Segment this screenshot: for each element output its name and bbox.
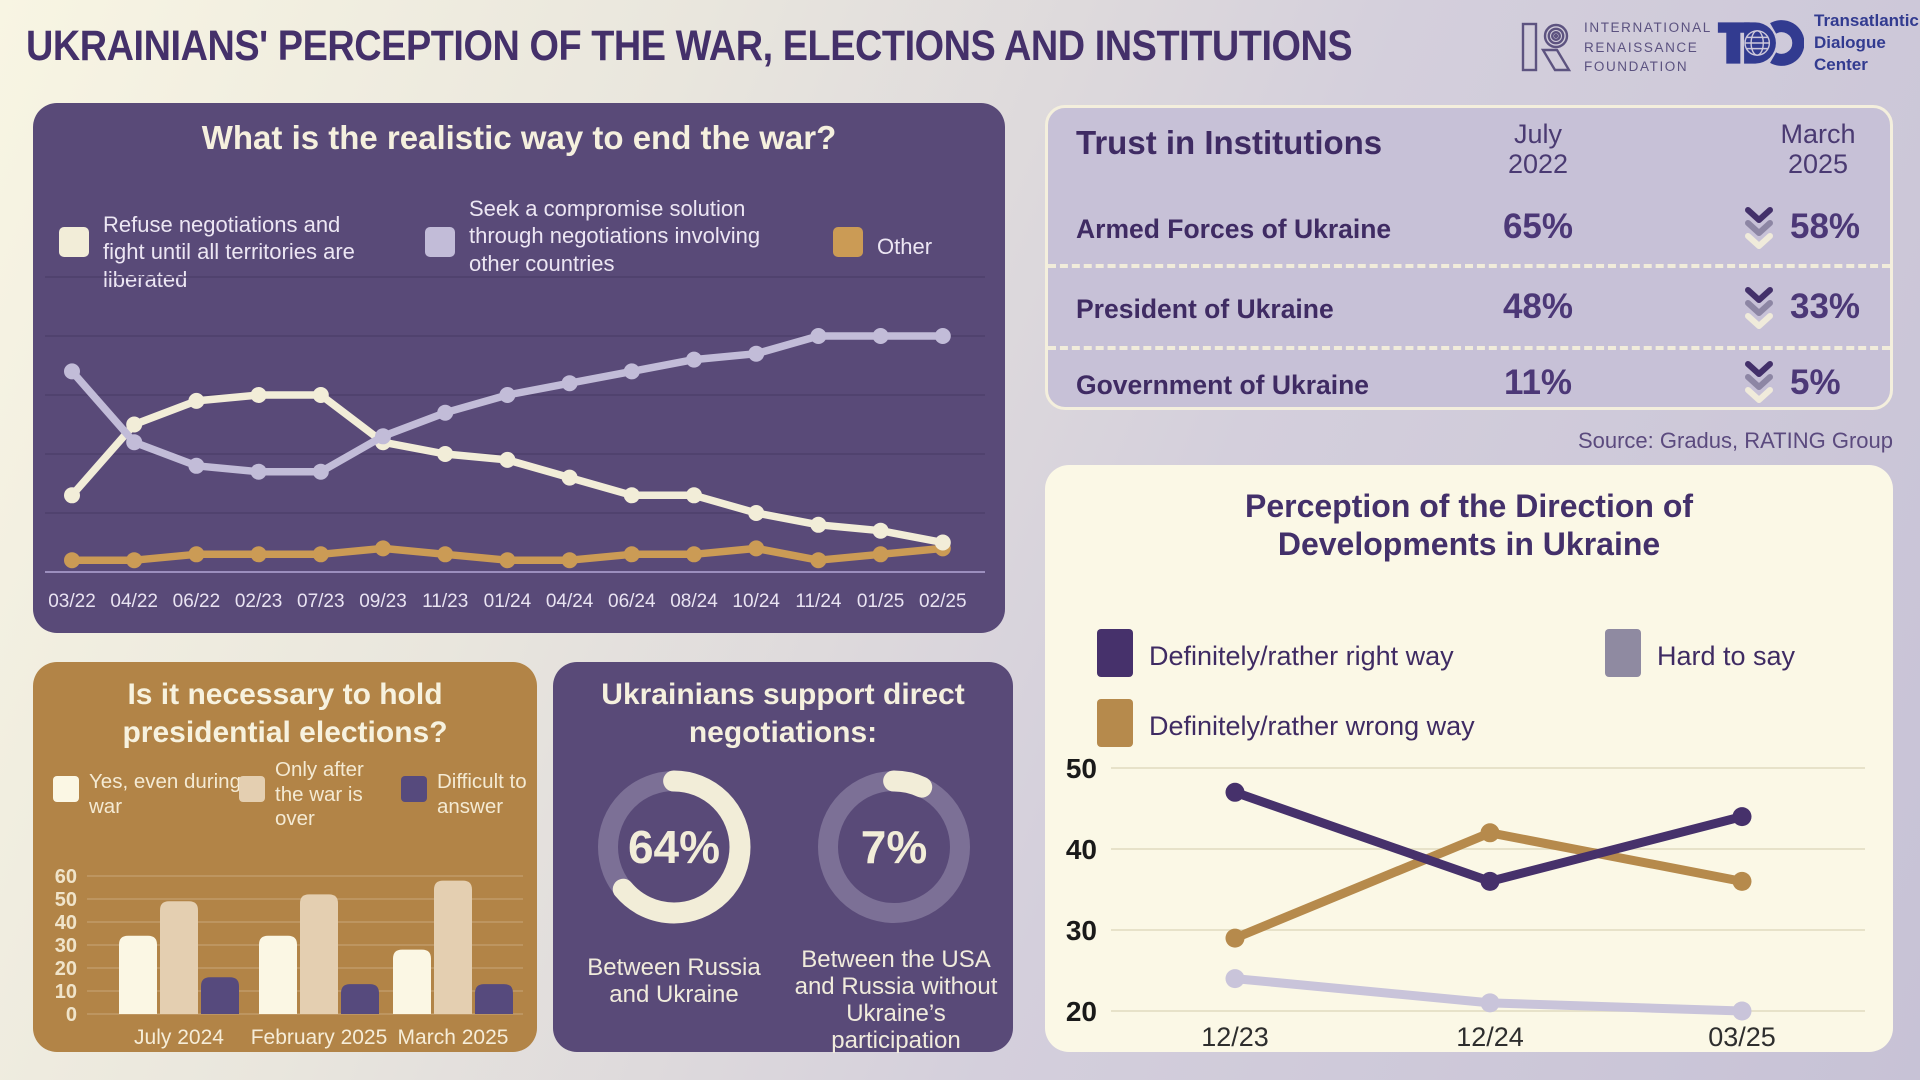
svg-text:12/24: 12/24 (1456, 1022, 1524, 1050)
trust-col-header-july: July 2022 (1507, 119, 1569, 179)
legend-swatch-yes (53, 776, 79, 802)
donut-caption: Between Russia and Ukraine (587, 954, 761, 1009)
legend-label-hard-to-say: Hard to say (1657, 641, 1796, 671)
svg-text:20: 20 (1066, 996, 1097, 1027)
trust-value-july: 11% (1503, 363, 1573, 402)
trend-down-icon (1745, 361, 1773, 403)
irf-logo-text: INTERNATIONAL RENAISSANCE FOUNDATION (1584, 20, 1712, 75)
svg-text:07/23: 07/23 (297, 591, 345, 612)
svg-text:July 2024: July 2024 (134, 1026, 224, 1049)
legend-swatch-other (833, 227, 863, 257)
svg-text:10: 10 (55, 981, 77, 1003)
svg-text:10/24: 10/24 (732, 591, 780, 612)
svg-text:20: 20 (55, 958, 77, 980)
trend-down-icon (1745, 207, 1773, 249)
svg-text:08/24: 08/24 (670, 591, 718, 612)
tdc-logo: Transatlantic Dialogue Center (1716, 10, 1919, 76)
svg-text:02/25: 02/25 (919, 591, 967, 612)
dashed-divider (1048, 264, 1890, 268)
donut-caption: Between the USA and Russia without Ukrai… (794, 946, 998, 1055)
legend-swatch-after-war (239, 776, 265, 802)
legend-label-refuse: Refuse negotiations and fight until all … (103, 212, 355, 292)
direction-chart-card: Perception of the Direction of Developme… (1045, 465, 1893, 1052)
trust-panel: Trust in Institutions July 2022 March 20… (1045, 105, 1893, 410)
donut-value: 64% (627, 821, 721, 873)
svg-text:11/23: 11/23 (422, 591, 468, 612)
irf-logo: INTERNATIONAL RENAISSANCE FOUNDATION (1518, 18, 1712, 77)
svg-text:February 2025: February 2025 (251, 1026, 388, 1049)
direction-chart-title: Perception of the Direction of Developme… (1244, 488, 1694, 563)
page-title: UKRAINIANS' PERCEPTION OF THE WAR, ELECT… (26, 22, 1353, 70)
legend-label-compromise: Seek a compromise solution through negot… (469, 196, 761, 276)
legend-label-difficult: Difficult to answer (437, 770, 527, 818)
svg-text:12/23: 12/23 (1201, 1022, 1269, 1050)
donut-ring-icon (597, 770, 751, 924)
donut-chart-usa-russia: 7% (799, 752, 989, 942)
negotiations-title: Ukrainians support direct negotiations: (601, 678, 965, 749)
svg-text:03/22: 03/22 (48, 591, 96, 612)
legend-swatch-refuse (59, 227, 89, 257)
trust-row-name: Armed Forces of Ukraine (1076, 214, 1392, 244)
svg-text:60: 60 (55, 866, 77, 888)
direction-line-chart-plot: 50 40 30 20 12/23 12/24 03/25 (1066, 753, 1865, 1050)
svg-text:50: 50 (1066, 753, 1097, 784)
trust-col-header-march: March 2025 (1780, 119, 1856, 179)
war-chart-title: What is the realistic way to end the war… (201, 119, 837, 156)
trust-value-march: 5% (1790, 363, 1841, 402)
svg-text:09/23: 09/23 (359, 591, 407, 612)
trust-title: Trust in Institutions (1076, 124, 1383, 161)
war-line-chart-plot: 03/22 04/22 06/22 02/23 07/23 09/23 11/23 01/24… (45, 276, 985, 612)
trust-value-july: 48% (1502, 287, 1574, 326)
svg-text:30: 30 (55, 935, 77, 957)
svg-text:40: 40 (1066, 834, 1097, 865)
source-note: Source: Gradus, RATING Group (1577, 428, 1893, 453)
legend-label-wrong-way: Definitely/rather wrong way (1149, 711, 1475, 741)
svg-text:04/22: 04/22 (110, 591, 158, 612)
legend-label-other: Other (877, 234, 933, 259)
tdc-logo-icon (1717, 20, 1804, 67)
svg-text:04/24: 04/24 (546, 591, 594, 612)
svg-text:50: 50 (55, 889, 77, 911)
svg-text:11/24: 11/24 (795, 591, 842, 612)
donut-chart-russia-ukraine: 64% (579, 752, 769, 942)
trust-value-march: 33% (1790, 287, 1861, 326)
svg-text:01/25: 01/25 (857, 591, 905, 612)
svg-text:01/24: 01/24 (484, 591, 532, 612)
legend-swatch-difficult (401, 776, 427, 802)
legend-swatch-hard-to-say (1605, 629, 1641, 677)
legend-label-right-way: Definitely/rather right way (1149, 641, 1454, 671)
elections-chart-title: Is it necessary to hold presidential ele… (122, 678, 448, 749)
legend-label-yes: Yes, even during war (89, 770, 241, 818)
trust-value-march: 58% (1790, 207, 1861, 246)
legend-swatch-wrong-way (1097, 699, 1133, 747)
tdc-logo-text: Transatlantic Dialogue Center (1814, 11, 1919, 75)
svg-text:06/22: 06/22 (173, 591, 221, 612)
legend-swatch-compromise (425, 227, 455, 257)
svg-text:06/24: 06/24 (608, 591, 656, 612)
donut-ring-icon (817, 770, 971, 924)
legend-swatch-right-way (1097, 629, 1133, 677)
svg-text:March 2025: March 2025 (398, 1026, 509, 1049)
irf-logo-icon (1521, 23, 1572, 72)
donut-value: 7% (860, 821, 928, 873)
trust-value-july: 65% (1502, 207, 1574, 246)
elections-chart-card: Is it necessary to hold presidential ele… (33, 662, 537, 1052)
negotiations-card: Ukrainians support direct negotiations: … (553, 662, 1013, 1055)
svg-text:40: 40 (55, 912, 77, 934)
trend-down-icon (1745, 287, 1773, 329)
legend-label-after-war: Only after the war is over (275, 758, 364, 831)
svg-text:30: 30 (1066, 915, 1097, 946)
svg-text:0: 0 (66, 1004, 77, 1026)
trust-row-name: Government of Ukraine (1076, 370, 1370, 400)
dashed-divider (1048, 346, 1890, 350)
war-chart-card: What is the realistic way to end the war… (33, 103, 1005, 633)
trust-row-name: President of Ukraine (1076, 294, 1334, 324)
svg-text:02/23: 02/23 (235, 591, 283, 612)
svg-text:03/25: 03/25 (1708, 1022, 1776, 1050)
